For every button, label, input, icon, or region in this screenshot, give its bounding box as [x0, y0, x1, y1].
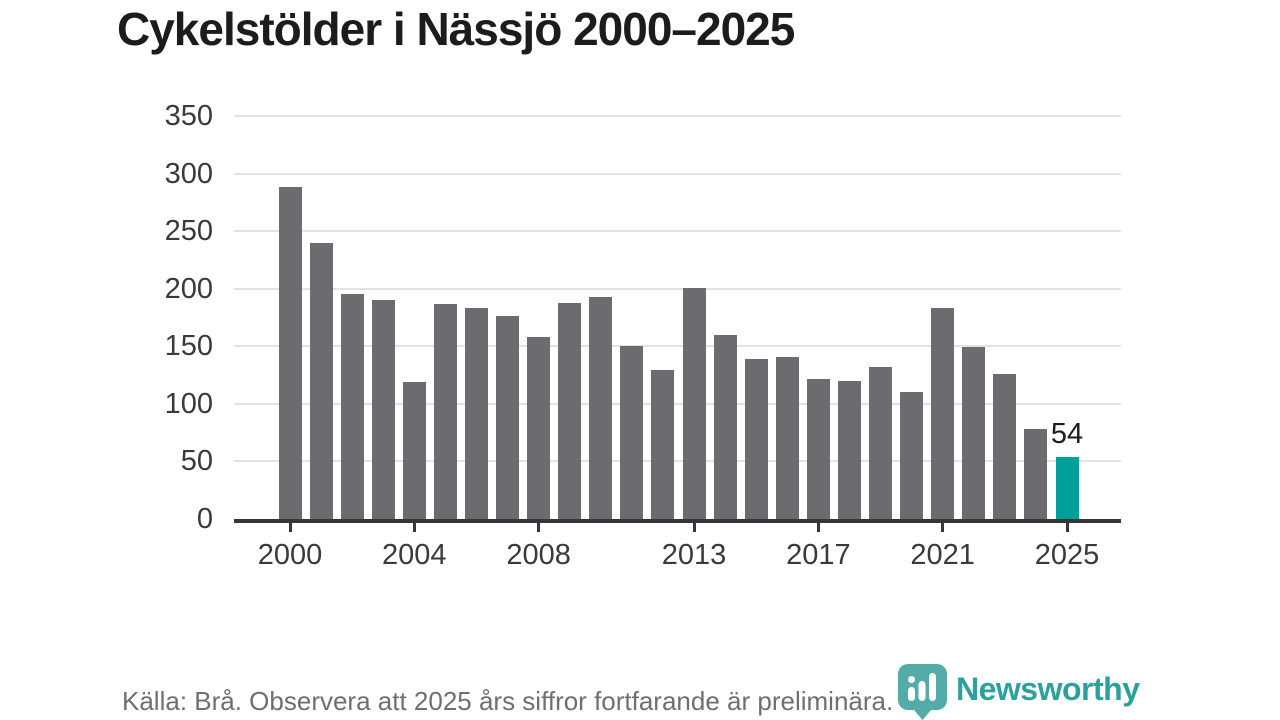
bar-2013	[682, 287, 706, 519]
x-axis-tick-2000	[288, 523, 292, 532]
bar-2024	[1024, 429, 1048, 519]
source-note: Källa: Brå. Observera att 2025 års siffr…	[122, 686, 894, 716]
bar-2014	[713, 334, 737, 519]
y-axis-label-100: 100	[164, 387, 213, 420]
x-axis-tick-2008	[537, 523, 541, 532]
bar-2021	[931, 308, 955, 519]
y-axis-label-150: 150	[164, 330, 213, 363]
x-axis-line	[234, 519, 1121, 523]
bar-2000	[278, 187, 302, 519]
newsworthy-logo-text: Newsworthy	[956, 671, 1140, 707]
bar-2001	[309, 242, 333, 519]
bar-2020	[900, 392, 924, 519]
bar-2007	[496, 316, 520, 519]
bar-2017	[806, 378, 830, 519]
x-axis-label-2008: 2008	[506, 539, 571, 571]
bar-2005	[433, 303, 457, 519]
x-axis-tick-2017	[816, 523, 820, 532]
y-axis-label-250: 250	[164, 215, 213, 248]
gridline-250	[234, 230, 1121, 233]
gridline-200	[234, 287, 1121, 290]
x-axis-label-2004: 2004	[382, 539, 447, 571]
bar-2006	[464, 308, 488, 519]
newsworthy-logo-icon	[898, 664, 947, 720]
y-axis-label-200: 200	[164, 272, 213, 305]
bar-2022	[962, 347, 986, 519]
x-axis-tick-2013	[692, 523, 696, 532]
x-axis-label-2021: 2021	[910, 539, 975, 571]
chart-title: Cykelstölder i Nässjö 2000–2025	[117, 3, 795, 55]
highlight-value-label: 54	[1050, 417, 1084, 450]
x-axis-label-2013: 2013	[661, 539, 727, 571]
bar-2015	[744, 358, 768, 519]
y-axis-label-350: 350	[164, 100, 213, 132]
x-axis-tick-2021	[941, 523, 945, 532]
gridline-350	[234, 115, 1121, 117]
y-axis-label-0: 0	[196, 503, 213, 535]
bar-2018	[837, 380, 861, 519]
gridline-50	[234, 460, 1121, 463]
bar-2003	[371, 300, 395, 519]
gridline-150	[234, 345, 1121, 348]
bar-2002	[340, 294, 364, 519]
x-axis-label-2025: 2025	[1034, 539, 1100, 571]
bar-2010	[589, 296, 613, 519]
bar-2016	[775, 356, 799, 519]
x-axis-label-2000: 2000	[257, 539, 323, 571]
bar-2025	[1055, 456, 1079, 519]
x-axis-tick-2004	[412, 523, 416, 532]
bar-2009	[558, 302, 582, 519]
bar-2019	[869, 367, 893, 519]
bar-2004	[402, 381, 426, 519]
gridline-300	[234, 172, 1121, 175]
bar-2011	[620, 346, 644, 519]
gridline-100	[234, 402, 1121, 405]
x-axis-label-2017: 2017	[786, 539, 851, 571]
bar-2008	[527, 337, 551, 519]
y-axis-label-50: 50	[180, 445, 213, 478]
bar-2012	[651, 370, 675, 519]
y-axis-label-300: 300	[164, 157, 213, 190]
x-axis-tick-2025	[1065, 523, 1069, 532]
bar-2023	[993, 373, 1017, 519]
